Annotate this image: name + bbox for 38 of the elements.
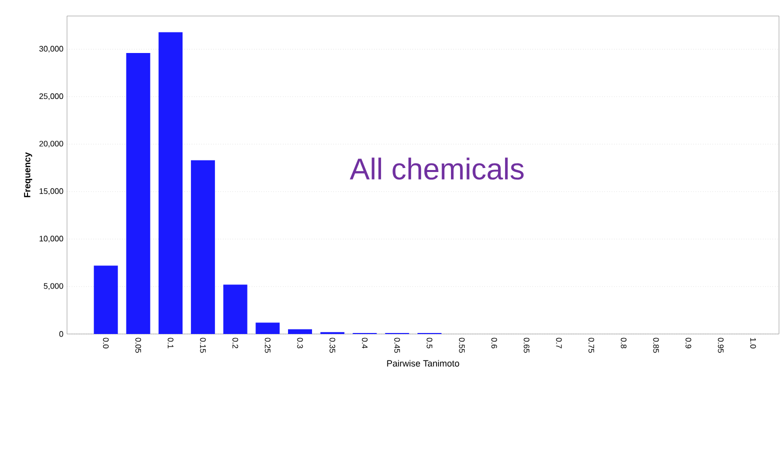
- y-tick-label: 5,000: [44, 283, 64, 290]
- x-tick-label: 0.7: [556, 338, 562, 348]
- x-tick-label: 0.15: [200, 338, 206, 353]
- x-tick-label: 0.85: [653, 338, 659, 353]
- x-tick-label: 0.75: [588, 338, 594, 353]
- y-tick-label: 10,000: [40, 236, 64, 242]
- bar: [256, 322, 280, 334]
- x-tick-label: 0.6: [491, 338, 498, 348]
- y-tick-label: 0: [59, 331, 64, 337]
- y-tick-label: 30,000: [39, 46, 64, 53]
- bar: [288, 329, 312, 334]
- y-axis-title: Frequency: [24, 152, 32, 198]
- x-tick-label: 0.8: [620, 338, 626, 348]
- x-tick-label: 0.0: [103, 338, 109, 348]
- x-tick-label: 0.55: [459, 338, 465, 353]
- x-tick-label: 0.35: [330, 338, 336, 353]
- x-tick-label: 0.65: [524, 338, 530, 353]
- x-tick-label: 0.05: [135, 338, 142, 353]
- x-tick-label: 0.3: [297, 338, 303, 348]
- bar: [94, 266, 118, 334]
- x-tick-label: 0.1: [168, 338, 174, 348]
- x-axis-title: Pairwise Tanimoto: [387, 360, 460, 367]
- x-tick-label: 0.95: [718, 338, 724, 353]
- x-tick-label: 1.0: [750, 338, 756, 348]
- y-tick-label: 15,000: [40, 188, 64, 195]
- x-tick-label: 0.45: [394, 338, 400, 353]
- bar: [158, 32, 183, 334]
- bar: [223, 284, 248, 334]
- annotation: All chemicals: [350, 158, 524, 180]
- x-tick-label: 0.4: [362, 338, 368, 348]
- y-tick-label: 20,000: [39, 140, 64, 148]
- y-tick-label: 25,000: [39, 93, 64, 100]
- x-tick-label: 0.5: [426, 338, 432, 348]
- x-tick-label: 0.2: [232, 338, 238, 348]
- bar: [190, 160, 215, 334]
- bar: [126, 53, 150, 334]
- x-tick-label: 0.25: [264, 338, 270, 353]
- x-tick-label: 0.9: [686, 338, 692, 348]
